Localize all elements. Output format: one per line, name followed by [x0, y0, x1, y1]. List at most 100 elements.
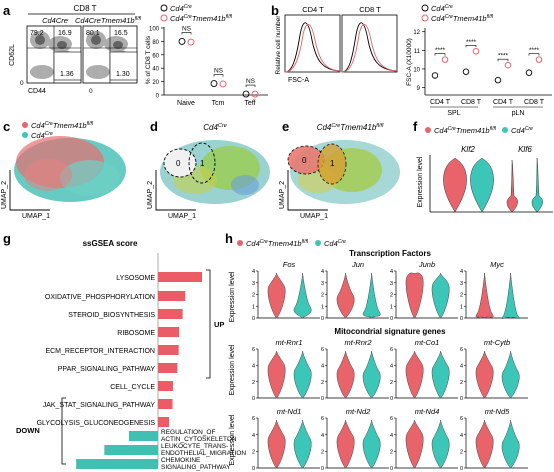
a-ytick: 60 — [152, 53, 159, 59]
b-cat-label: CD4 T — [430, 99, 451, 106]
panel-c-umap: Cd4CreTmem41bfl/fl Cd4Cre UMAP_1 UMAP_2 — [1, 121, 126, 220]
h-ytick: 0 — [252, 316, 255, 322]
h-legend-2: Cd4Cre — [324, 239, 346, 248]
h-violin-ctrl — [362, 272, 381, 319]
flow-zero: 0 — [20, 80, 24, 87]
h-ytick: 4 — [252, 433, 255, 439]
h-ytick: 2 — [390, 380, 393, 386]
g-bar-up — [158, 417, 169, 427]
g-bar-up — [158, 309, 183, 319]
a-point-ko — [219, 80, 227, 88]
panel-d-umap: Cd4Cre 0 1 UMAP_1 UMAP_2 — [147, 123, 270, 220]
g-bar-label: RIBOSOME — [117, 330, 155, 337]
h-ytick: 3 — [252, 281, 255, 287]
h-ytick: 0 — [460, 316, 463, 322]
g-title: ssGSEA score — [83, 239, 138, 248]
h-ytick: 2 — [460, 380, 463, 386]
a-legend-2: Cd4CreTmem41bfl/fl — [170, 14, 233, 23]
panel-label-a: a — [3, 3, 11, 18]
a-ytick: 0 — [156, 94, 160, 100]
h-ytick: 4 — [321, 364, 324, 370]
h-violin-ctrl — [501, 350, 520, 399]
flow-zero-2: 0 — [89, 88, 93, 95]
h-ytick: 1 — [252, 304, 255, 310]
g-bar-up — [158, 327, 180, 337]
flow1-q1: 79.2 — [30, 30, 44, 37]
h-violin-ko — [475, 272, 494, 319]
h-ytick: 2 — [252, 380, 255, 386]
h-ytick: 3 — [460, 281, 463, 287]
h-gene-title: mt-Rnr1 — [275, 338, 302, 347]
h-gene-title: mt-Nd5 — [485, 407, 510, 416]
h-ytick: 1 — [390, 304, 393, 310]
b-tissue-label: SPL — [447, 110, 460, 117]
g-bar-label: STEROID_BIOSYNTHESIS — [68, 312, 155, 319]
h-ytick: 1 — [460, 304, 463, 310]
b-point-ko — [504, 61, 512, 69]
d-cluster-0: 0 — [176, 159, 181, 168]
b-hist-h2: CD8 T — [359, 5, 381, 14]
h-ytick: 4 — [460, 269, 463, 275]
h-ytick: 4 — [460, 433, 463, 439]
flow-xlabel: CD44 — [28, 88, 46, 95]
h-ytick: 2 — [390, 450, 393, 456]
f-ylabel: Expression level — [417, 156, 424, 207]
g-bar-label: JAK_STAT_SIGNALING_PATHWAY — [43, 402, 156, 409]
h-ytick: 2 — [321, 293, 324, 299]
d-ylabel: UMAP_2 — [147, 181, 154, 209]
h-mt-title: Mitocondrial signature genes — [334, 327, 446, 336]
b-chart-ylabel: FSC-A (X10000) — [406, 38, 413, 86]
b-point-ctrl — [462, 68, 470, 75]
b-hist-h1: CD4 T — [302, 5, 324, 14]
h-ylabel-1: Expression level — [229, 271, 236, 322]
a-ytick: 100 — [149, 27, 160, 33]
h-gene-title: mt-Nd2 — [346, 407, 371, 416]
e-cluster-1: 1 — [330, 159, 335, 168]
d-title: Cd4Cre — [203, 123, 227, 132]
h-violin-ctrl — [362, 350, 381, 399]
h-ytick: 0 — [390, 396, 393, 402]
a-sig: NS — [214, 68, 224, 75]
h-violin-ko — [267, 419, 286, 469]
panel-label-e: e — [282, 119, 289, 134]
e-ylabel: UMAP_2 — [279, 181, 286, 209]
flow-col2-title: Cd4CreTmem41bfl/fl — [75, 16, 142, 25]
h-ytick: 2 — [460, 450, 463, 456]
h-ytick: 0 — [460, 396, 463, 402]
h-gene-title: mt-Cytb — [484, 338, 510, 347]
h-violin-ko — [267, 350, 286, 399]
a-chart-ylabel: % of CD8 T cells — [145, 35, 152, 84]
c-ylabel: UMAP_2 — [1, 181, 8, 209]
g-bar-label: PPAR_SIGNALING_PATHWAY — [58, 366, 156, 373]
h-gene-title: mt-Co1 — [415, 338, 440, 347]
h-ytick: 4 — [252, 364, 255, 370]
h-gene-title: mt-Nd1 — [277, 407, 302, 416]
h-ytick: 4 — [390, 433, 393, 439]
h-violin-ctrl — [431, 419, 450, 469]
h-ytick: 0 — [252, 466, 255, 472]
h-violin-ctrl — [293, 350, 312, 399]
a-ytick: 20 — [152, 80, 159, 86]
h-violin-ko — [475, 350, 494, 399]
h-ytick: 6 — [252, 347, 255, 353]
h-violin-ko — [336, 419, 355, 469]
h-violin-ctrl — [293, 419, 312, 469]
h-violin-ko — [475, 419, 494, 469]
h-ylabel-2: Expression level — [229, 344, 236, 395]
a-sig: NS — [246, 78, 256, 85]
flow-ylabel: CD62L — [9, 44, 16, 66]
a-point-ko — [251, 90, 259, 98]
h-violin-ctrl — [431, 272, 450, 319]
g-bar-down — [76, 459, 158, 469]
b-sig: **** — [435, 47, 446, 54]
h-ytick: 0 — [460, 466, 463, 472]
g-down-label: DOWN — [16, 426, 40, 435]
h-ytick: 2 — [390, 293, 393, 299]
b-point-ko — [441, 56, 449, 63]
h-ytick: 0 — [321, 396, 324, 402]
a-ytick: 80 — [152, 40, 159, 46]
h-tf-title: Transcription Factors — [349, 249, 431, 258]
panel-label-d: d — [150, 119, 158, 134]
b-sig: **** — [466, 39, 477, 46]
c-legend-1: Cd4CreTmem41bfl/fl — [31, 121, 94, 130]
